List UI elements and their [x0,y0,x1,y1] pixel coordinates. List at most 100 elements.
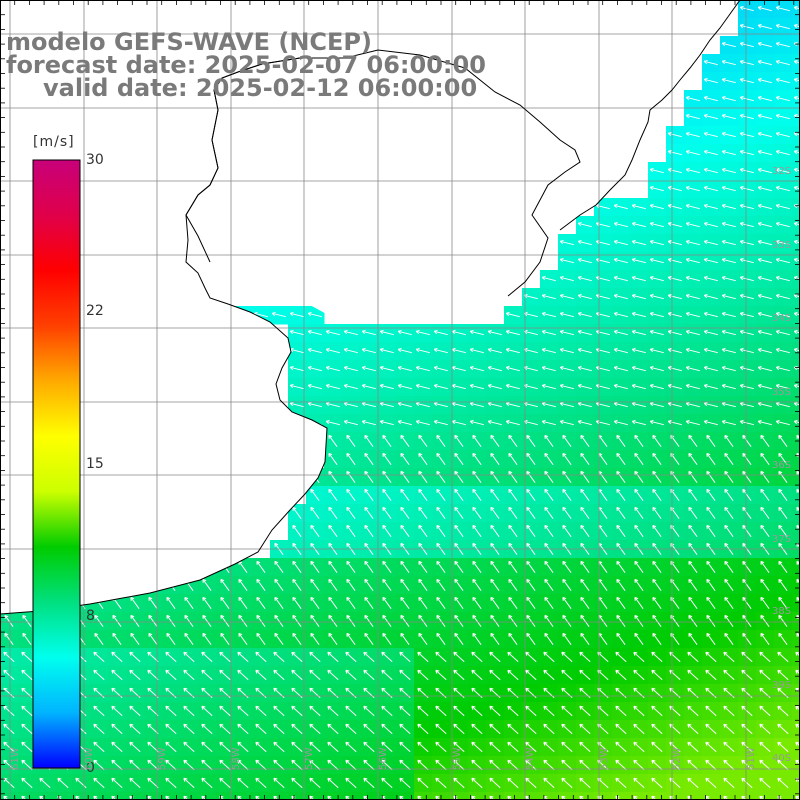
wind-arrow [757,275,772,282]
wind-arrow [616,578,626,591]
wind-arrow [651,777,663,789]
wind-arrow [559,293,574,300]
wind-arrow [757,77,772,84]
wind-arrow [739,221,754,228]
wind-arrow [469,383,484,390]
wind-arrow [580,506,590,519]
wind-arrow [490,614,500,627]
wind-cell [792,738,800,757]
wind-arrow [757,347,772,354]
wind-arrow [775,329,790,336]
wind-arrow [613,275,628,282]
wind-arrow [544,614,554,627]
wind-arrow [309,651,321,663]
wind-arrow [505,329,520,336]
wind-arrow [559,347,574,354]
wind-arrow [219,705,231,717]
wind-arrow [309,705,321,717]
wind-cell [378,792,397,800]
wind-arrow [649,347,664,354]
wind-arrow [685,365,700,372]
wind-arrow [343,419,358,426]
wind-arrow [649,311,664,318]
wind-arrow [379,329,394,336]
colorbar [32,159,81,769]
wind-arrow [183,669,195,681]
wind-arrow [472,452,482,465]
wind-arrow [148,596,158,609]
wind-arrow [651,741,663,753]
wind-arrow [757,23,772,30]
wind-arrow [793,239,800,245]
wind-arrow [219,741,231,753]
wind-arrow [505,365,520,372]
wind-arrow [634,452,644,465]
wind-arrow [526,614,536,627]
wind-arrow [775,203,790,210]
wind-arrow [273,705,285,717]
wind-arrow [435,723,447,735]
wind-arrow [219,759,231,771]
wind-arrow [685,113,700,120]
wind-arrow [577,347,592,354]
wind-arrow [562,596,572,609]
wind-arrow [147,723,159,735]
wind-arrow [111,705,123,717]
wind-arrow [687,777,699,789]
wind-arrow [325,347,340,354]
wind-arrow [345,669,357,681]
wind-arrow [685,293,700,300]
wind-arrow [760,452,770,465]
wind-arrow [273,759,285,771]
wind-arrow [562,434,572,447]
wind-arrow [361,347,376,354]
wind-arrow [775,365,790,372]
wind-arrow [742,452,752,465]
wind-arrow [739,365,754,372]
wind-arrow [759,669,771,681]
lagoon-outline [185,49,581,297]
wind-arrow [291,777,303,789]
wind-arrow [469,329,484,336]
wind-arrow [310,578,320,591]
wind-arrow [399,723,411,735]
wind-arrow [739,149,754,156]
wind-arrow [291,669,303,681]
wind-arrow [541,401,556,408]
wind-arrow [201,741,213,753]
wind-arrow [382,614,392,627]
wind-arrow [723,777,735,789]
wind-arrow [148,632,158,645]
wind-arrow [544,524,554,537]
wind-arrow [739,293,754,300]
wind-arrow [472,434,482,447]
wind-arrow [793,77,800,83]
wind-arrow [615,723,627,735]
wind-arrow [579,651,591,663]
wind-arrow [382,560,392,573]
wind-arrow [757,113,772,120]
wind-arrow [471,777,483,789]
wind-cell [792,630,800,649]
wind-arrow [615,651,627,663]
wind-arrow [397,383,412,390]
wind-arrow [652,596,662,609]
wind-arrow [721,77,736,84]
wind-arrow [289,311,304,318]
wind-arrow [544,560,554,573]
wind-arrow [183,759,195,771]
wind-arrow [418,632,428,645]
wind-arrow [724,506,734,519]
wind-arrow [382,470,392,483]
wind-arrow [469,419,484,426]
wind-arrow [721,365,736,372]
wind-arrow [417,777,429,789]
wind-arrow [453,741,465,753]
wind-arrow [649,401,664,408]
wind-arrow [93,705,105,717]
wind-arrow [363,651,375,663]
wind-arrow [415,347,430,354]
wind-arrow [703,95,718,102]
wind-arrow [508,578,518,591]
wind-arrow [775,401,790,408]
